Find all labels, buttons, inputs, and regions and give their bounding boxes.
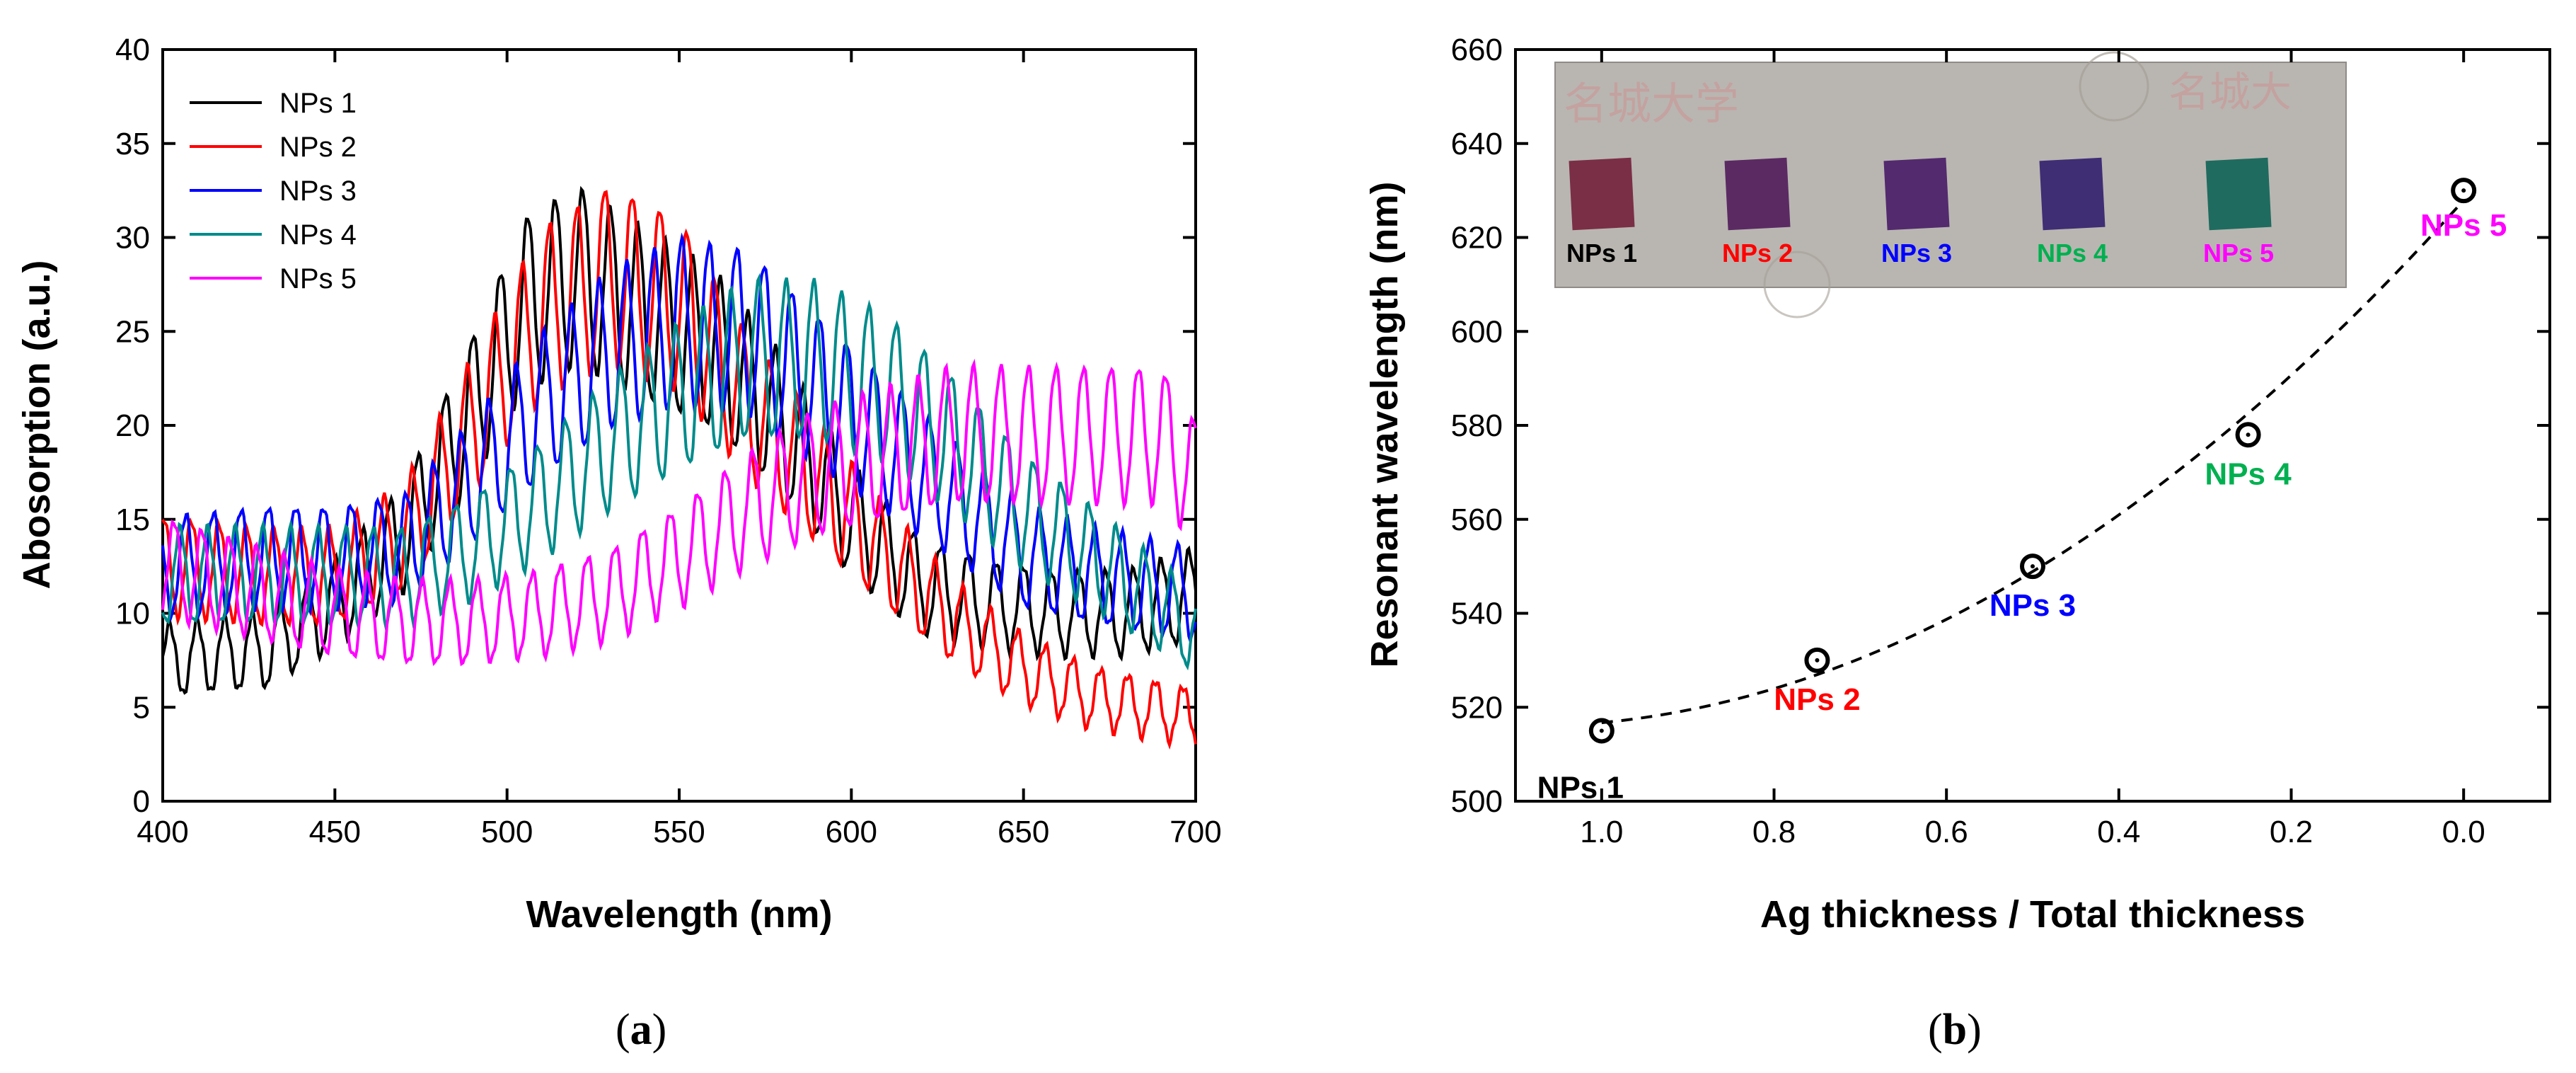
inset-sample-label: NPs 3 xyxy=(1881,239,1952,268)
panel-a-x-tick-label: 600 xyxy=(826,815,877,849)
panel-b-data-point xyxy=(2451,178,2477,204)
panel-b-data-point xyxy=(2235,422,2261,448)
panel-a-y-tick-label: 0 xyxy=(133,784,150,819)
panel-b-x-tick-label: 0.2 xyxy=(2270,815,2313,849)
inset-photo-border xyxy=(1554,62,2347,288)
panel-a-x-tick-label: 700 xyxy=(1169,815,1221,849)
panel-b-y-axis-label: Resonant wavelength (nm) xyxy=(1363,181,1406,667)
inset-sample-square xyxy=(2205,157,2272,231)
panel-b-point-label: NPs 1 xyxy=(1537,770,1624,805)
inset-sample-label: NPs 2 xyxy=(1722,239,1793,268)
panel-a-x-tick-label: 450 xyxy=(309,815,361,849)
panel-b-trend-line xyxy=(1601,199,2465,725)
panel-a-legend-label: NPs 4 xyxy=(279,219,357,251)
panel-a-ticks: 400 450 500 550 600 650 700 0 5 10 15 20 25 30 35 40 xyxy=(115,33,1222,849)
panel-a-x-tick-label: 650 xyxy=(998,815,1049,849)
panel-b-point-label: NPs 5 xyxy=(2420,208,2507,243)
panel-a-y-tick-label: 40 xyxy=(115,33,150,67)
panel-b-points-group: NPs 1 NPs 2 NPs 3 NPs 4 NPs 5 xyxy=(1537,178,2507,805)
inset-sample-label: NPs 4 xyxy=(2037,239,2108,268)
panel-b-y-tick-label: 540 xyxy=(1451,597,1503,631)
caption-b: (b) xyxy=(1928,1006,1982,1054)
panel-b-x-tick-label: 0.0 xyxy=(2442,815,2485,849)
panel-a-legend-label: NPs 2 xyxy=(279,132,357,163)
inset-sample-square xyxy=(1724,157,1791,231)
panel-a-chart: 400 450 500 550 600 650 700 0 5 10 15 20 25 30 35 40 Wa… xyxy=(16,33,1222,936)
panel-a-series-nps-5 xyxy=(161,358,1197,667)
panel-a-y-tick-label: 35 xyxy=(115,127,150,161)
panel-b-data-point xyxy=(1588,718,1615,744)
panel-a-y-tick-label: 30 xyxy=(115,221,150,256)
panel-a-legend: NPs 1 NPs 2 NPs 3 NPs 4 NPs 5 xyxy=(190,88,357,294)
panel-b-data-point-center xyxy=(2246,432,2251,437)
inset-banner-text: 名城大学 xyxy=(1564,78,1739,130)
panel-b-y-tick-label: 580 xyxy=(1451,408,1503,443)
panel-a-x-tick-label: 500 xyxy=(481,815,533,849)
panel-b-x-axis-label: Ag thickness / Total thickness xyxy=(1760,893,2305,936)
panel-b-y-tick-label: 640 xyxy=(1451,127,1503,161)
panel-a-y-tick-label: 5 xyxy=(133,690,150,725)
panel-b-point-label: NPs 2 xyxy=(1774,682,1860,717)
inset-seal-icon xyxy=(2079,51,2149,122)
panel-b-x-tick-label: 1.0 xyxy=(1580,815,1623,849)
panel-b-point-label: NPs 4 xyxy=(2205,457,2292,491)
panel-b-data-point-center xyxy=(2031,564,2035,569)
panel-b-y-tick-label: 520 xyxy=(1451,690,1503,725)
panel-a-x-tick-label: 400 xyxy=(137,815,188,849)
inset-seal-icon xyxy=(1763,251,1831,319)
panel-b-x-tick-label: 0.4 xyxy=(2097,815,2140,849)
panel-b-y-tick-label: 660 xyxy=(1451,33,1503,67)
panel-b-y-tick-label: 560 xyxy=(1451,503,1503,537)
panel-a-y-tick-label: 20 xyxy=(115,408,150,443)
panel-b-y-tick-label: 500 xyxy=(1451,784,1503,819)
panel-a-y-tick-label: 10 xyxy=(115,597,150,631)
panel-a-x-tick-label: 550 xyxy=(653,815,705,849)
panel-a-series-nps-4 xyxy=(161,272,1197,671)
panel-b-x-tick-label: 0.8 xyxy=(1752,815,1796,849)
panel-b-ticks: 1.0 0.8 0.6 0.4 0.2 0.0 500 520 540 560 580 600 620 6… xyxy=(1451,33,2550,849)
panel-b-y-tick-label: 620 xyxy=(1451,221,1503,256)
panel-a-y-tick-label: 25 xyxy=(115,314,150,349)
inset-banner-text: 名城大 xyxy=(2168,68,2292,116)
panel-a-series-nps-2 xyxy=(161,190,1197,750)
panel-a-y-axis-label: Abosorption (a.u.) xyxy=(16,260,58,590)
caption-a: (a) xyxy=(616,1006,666,1054)
panel-b-data-point xyxy=(1804,647,1830,673)
panel-b-data-point-center xyxy=(1599,728,1604,733)
panel-a-x-axis-label: Wavelength (nm) xyxy=(526,893,832,936)
panel-b-inset-photo: 名城大学 名城大 NPs 1 NPs 2 NPs 3 NPs 4 NPs 5 xyxy=(1554,51,2347,319)
panel-a-legend-label: NPs 1 xyxy=(279,88,357,119)
inset-sample-label: NPs 5 xyxy=(2203,239,2274,268)
panel-a-series-group xyxy=(161,185,1197,750)
panel-a-legend-label: NPs 3 xyxy=(279,176,357,207)
panel-b-point-label: NPs 3 xyxy=(1989,588,2076,623)
panel-b-data-point xyxy=(2020,553,2045,580)
panel-b-data-point-center xyxy=(1815,658,1820,662)
inset-sample-square xyxy=(1569,157,1635,231)
panel-a-legend-label: NPs 5 xyxy=(279,263,357,294)
inset-sample-square xyxy=(1883,157,1950,231)
panel-b-chart: 名城大学 名城大 NPs 1 NPs 2 NPs 3 NPs 4 NPs 5 1.0 0.8 0… xyxy=(1363,33,2551,936)
panel-b-x-tick-label: 0.6 xyxy=(1925,815,1968,849)
panel-b-y-tick-label: 600 xyxy=(1451,314,1503,349)
panel-b-data-point-center xyxy=(2461,188,2466,193)
inset-sample-label: NPs 1 xyxy=(1566,239,1637,268)
inset-sample-square xyxy=(2039,157,2106,231)
panel-a-y-tick-label: 15 xyxy=(115,503,150,537)
